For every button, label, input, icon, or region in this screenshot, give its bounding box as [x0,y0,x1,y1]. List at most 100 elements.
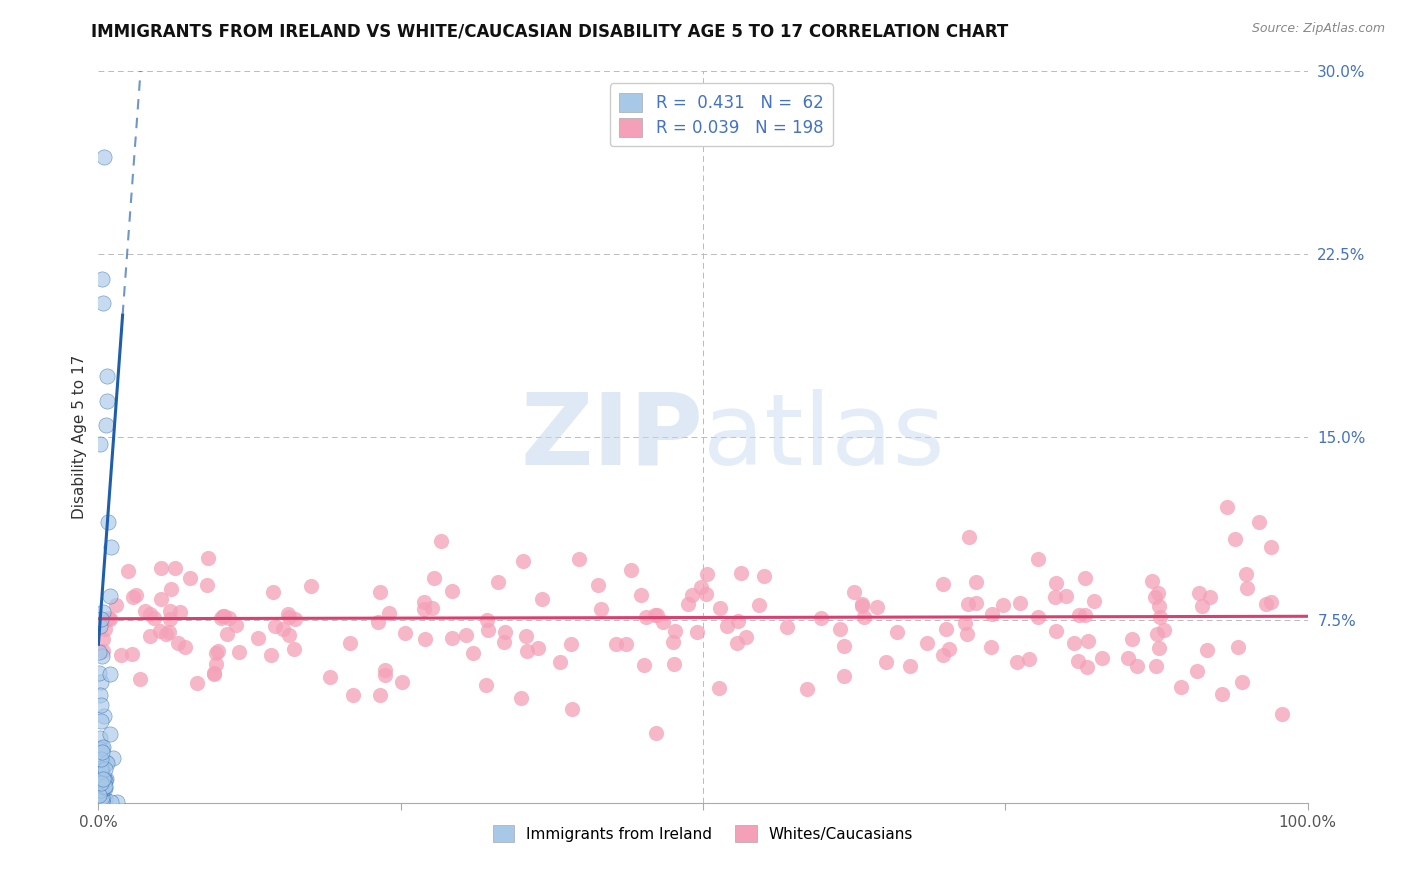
Point [834,640,856,654]
Point [87,665,110,680]
Point [1147,599,1170,614]
Point [94,622,117,636]
Point [1271,706,1294,721]
Point [953,615,976,630]
Point [1249,516,1271,530]
Point [1149,610,1171,624]
Point [980,640,1002,655]
Point [1195,642,1218,657]
Point [461,646,484,660]
Point [412,601,434,615]
Point [89,731,111,745]
Point [91,745,114,759]
Point [1199,590,1222,604]
Point [1234,567,1257,582]
Point [965,574,987,589]
Point [157,625,180,640]
Point [796,681,818,696]
Point [957,530,980,544]
Point [516,644,538,658]
Point [1026,552,1049,566]
Point [413,595,436,609]
Point [1010,596,1032,610]
Point [664,657,686,672]
Point [734,630,756,644]
Point [90,675,112,690]
Point [1254,597,1277,611]
Point [160,582,183,596]
Point [278,628,301,642]
Point [195,577,218,591]
Point [319,670,342,684]
Point [661,635,683,649]
Point [832,669,855,683]
Point [93,780,115,794]
Point [586,578,609,592]
Point [1153,624,1175,638]
Point [1067,654,1090,668]
Point [96,393,118,408]
Point [89,688,111,702]
Point [1116,650,1139,665]
Point [568,552,591,566]
Point [605,637,627,651]
Point [1121,632,1143,647]
Point [1076,660,1098,674]
Point [143,611,166,625]
Point [430,534,453,549]
Point [277,607,299,621]
Point [299,578,322,592]
Point [441,584,464,599]
Point [991,599,1014,613]
Point [957,597,980,611]
Point [391,675,413,690]
Point [94,417,117,432]
Point [828,622,851,636]
Text: IMMIGRANTS FROM IRELAND VS WHITE/CAUCASIAN DISABILITY AGE 5 TO 17 CORRELATION CH: IMMIGRANTS FROM IRELAND VS WHITE/CAUCASI… [91,22,1008,40]
Point [475,613,498,627]
Point [93,779,115,793]
Point [709,600,731,615]
Point [853,610,876,624]
Point [90,763,112,777]
Point [93,644,115,658]
Point [91,648,114,663]
Point [94,781,117,796]
Point [374,667,396,681]
Point [101,751,124,765]
Point [87,766,110,780]
Point [560,637,582,651]
Point [105,795,128,809]
Point [1054,589,1077,603]
Point [98,667,121,681]
Point [205,646,228,660]
Point [93,708,115,723]
Point [90,791,112,805]
Point [423,571,446,585]
Point [134,604,156,618]
Point [93,150,115,164]
Point [652,615,675,629]
Point [1146,627,1168,641]
Point [205,657,228,672]
Point [368,585,391,599]
Legend: Immigrants from Ireland, Whites/Caucasians: Immigrants from Ireland, Whites/Caucasia… [485,817,921,850]
Point [98,727,121,741]
Point [1026,609,1049,624]
Point [510,691,533,706]
Point [368,689,391,703]
Point [494,635,516,649]
Point [614,636,637,650]
Point [644,608,666,623]
Point [91,605,114,619]
Point [169,605,191,619]
Point [1018,652,1040,666]
Point [1043,590,1066,604]
Point [90,698,112,712]
Point [1144,591,1167,605]
Point [931,577,953,591]
Point [898,659,921,673]
Point [477,623,499,637]
Point [935,622,957,636]
Point [875,656,897,670]
